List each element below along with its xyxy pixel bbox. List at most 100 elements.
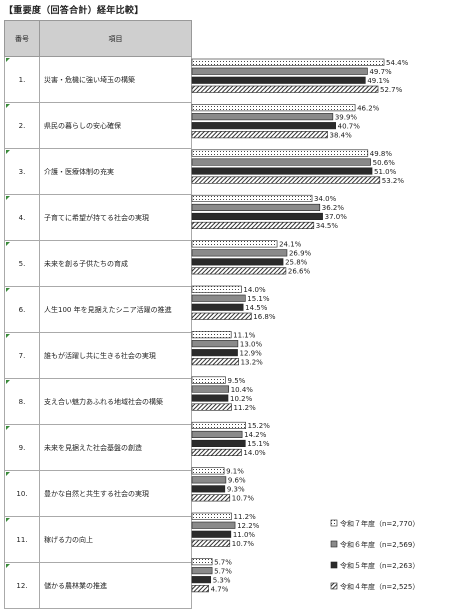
corner-marker-icon (6, 288, 10, 292)
bar (191, 331, 232, 339)
data-label: 11.0% (233, 531, 256, 539)
corner-marker-icon (6, 380, 10, 384)
data-label: 16.8% (253, 313, 276, 321)
data-label: 14.5% (245, 304, 268, 312)
data-label: 9.1% (226, 468, 244, 476)
corner-marker-icon (6, 518, 10, 522)
row-item-label: 支え合い魅力あふれる地域社会の構築 (39, 378, 192, 425)
row-number: 4. (4, 194, 40, 241)
row-item-label: 儲かる農林業の推進 (39, 562, 192, 609)
table-row: 12. 儲かる農林業の推進 (4, 562, 192, 609)
table-row: 8. 支え合い魅力あふれる地域社会の構築 (4, 378, 192, 425)
table-row: 9. 未来を見据えた社会基盤の創造 (4, 424, 192, 471)
legend-swatch (330, 582, 338, 590)
data-label: 49.7% (369, 68, 392, 76)
table-row: 2. 県民の暮らしの安心確保 (4, 102, 192, 149)
table-row: 11. 稼げる力の向上 (4, 516, 192, 563)
bar (191, 385, 230, 393)
bar (191, 349, 238, 357)
data-label: 15.1% (247, 295, 270, 303)
bar (191, 212, 323, 220)
data-label: 37.0% (325, 213, 348, 221)
bar (191, 421, 246, 430)
col-header-item: 項目 (39, 20, 192, 57)
data-label: 26.6% (288, 268, 311, 276)
row-number-text: 7. (18, 351, 26, 360)
data-label: 11.2% (234, 513, 257, 521)
row-item-label: 誰もが活躍し共に生きる社会の実現 (39, 332, 192, 379)
row-number-text: 12. (16, 581, 28, 590)
bar (191, 203, 321, 211)
bar (191, 85, 379, 93)
data-label: 46.2% (357, 104, 380, 112)
row-number: 3. (4, 148, 40, 195)
bar (191, 76, 366, 84)
row-number: 5. (4, 240, 40, 287)
data-label: 26.9% (289, 250, 312, 258)
chart-title: 【重要度（回答合計）経年比較】 (4, 6, 144, 16)
row-number: 11. (4, 516, 40, 563)
data-label: 53.2% (382, 177, 405, 185)
row-number-text: 11. (16, 535, 28, 544)
data-label: 39.9% (335, 113, 358, 121)
bar (191, 67, 368, 75)
legend: 令和７年度（n=2,770） 令和６年度（n=2,569） 令和５年度（n=2,26… (330, 519, 419, 591)
row-item-label: 人生100 年を見据えたシニア活躍の推進 (39, 286, 192, 333)
data-label: 49.1% (367, 77, 390, 85)
data-label: 13.2% (241, 358, 264, 366)
data-label: 9.5% (228, 377, 246, 385)
bar (191, 58, 385, 66)
item-table: 番号 項目 1. 災害・危機に強い埼玉の構築 2. 県民の暮らしの安心確保 3. 介護・医… (4, 20, 192, 609)
data-label: 10.2% (230, 395, 253, 403)
bar (191, 494, 231, 502)
corner-marker-icon (6, 472, 10, 476)
row-number-text: 10. (16, 489, 28, 498)
corner-marker-icon (6, 104, 10, 108)
data-label: 15.2% (248, 422, 271, 430)
bar (191, 258, 284, 266)
bar (191, 131, 328, 139)
bar (191, 521, 236, 529)
data-label: 50.6% (373, 159, 396, 167)
row-number-text: 4. (18, 213, 26, 222)
legend-entry: 令和４年度（n=2,525） (340, 582, 419, 591)
bar (191, 485, 226, 493)
corner-marker-icon (6, 334, 10, 338)
row-number-text: 8. (18, 397, 26, 406)
bar (191, 158, 371, 166)
data-label: 10.7% (232, 540, 255, 548)
row-number-text: 2. (18, 121, 26, 130)
row-item-label: 災害・危機に強い埼玉の構築 (39, 56, 192, 103)
data-label: 40.7% (338, 122, 361, 130)
bar (191, 358, 239, 366)
row-number-text: 3. (18, 167, 26, 176)
table-row: 1. 災害・危機に強い埼玉の構築 (4, 56, 192, 103)
bar (191, 403, 232, 411)
bar (191, 167, 373, 175)
data-label: 5.7% (214, 567, 232, 575)
bar (191, 448, 242, 457)
bar (191, 122, 336, 130)
corner-marker-icon (6, 150, 10, 154)
data-label: 34.0% (314, 195, 337, 203)
bar (191, 303, 244, 311)
data-label: 49.8% (370, 150, 393, 158)
data-label: 15.1% (247, 440, 270, 448)
data-label: 52.7% (380, 86, 403, 94)
table-row: 6. 人生100 年を見据えたシニア活躍の推進 (4, 286, 192, 333)
bar (191, 285, 242, 293)
data-label: 13.0% (240, 340, 263, 348)
bar (191, 340, 239, 348)
row-number-text: 6. (18, 305, 26, 314)
bar (191, 312, 252, 320)
data-label: 14.2% (244, 431, 267, 439)
bar (191, 530, 232, 538)
legend-swatch (330, 519, 338, 527)
data-label: 51.0% (374, 168, 397, 176)
data-label: 12.9% (240, 349, 263, 357)
bar (191, 394, 229, 402)
bar (191, 240, 278, 248)
legend-swatch (330, 540, 338, 548)
data-label: 14.0% (243, 449, 266, 457)
